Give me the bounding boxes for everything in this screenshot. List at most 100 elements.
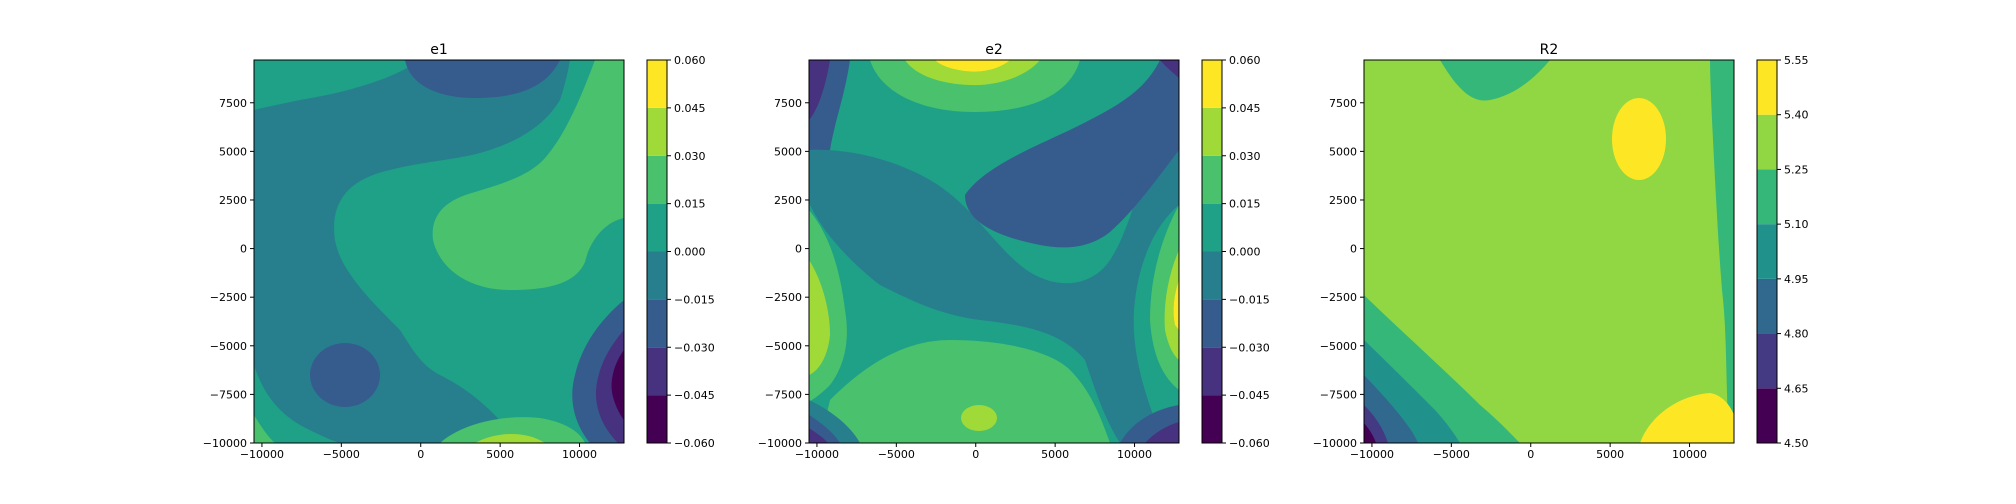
colorbar-band <box>1757 114 1777 170</box>
colorbar-tick-label: −0.045 <box>1229 389 1270 402</box>
y-tick-label: 5000 <box>774 145 802 158</box>
x-tick-label: −5000 <box>1433 448 1470 461</box>
contour-region-right-purple <box>611 350 624 420</box>
colorbar-band <box>647 395 667 443</box>
panel-title-e2: e2 <box>985 42 1003 58</box>
colorbar-tick-label: 0.030 <box>674 150 706 163</box>
colorbar-tick-label: 4.80 <box>1784 328 1809 341</box>
colorbar-tick-label: −0.060 <box>674 437 715 450</box>
y-tick-label: 5000 <box>1329 145 1357 158</box>
colorbar-tick-label: 0.045 <box>674 102 706 115</box>
contour-region-bottom-yellow <box>1640 393 1734 443</box>
panel-e1: e1 −10000 −5000 0 5000 10000 −10000 −7500 −500… <box>203 42 715 461</box>
colorbar-R2: 4.50 4.65 4.80 4.95 5.10 5.25 5.40 5.55 <box>1756 54 1809 450</box>
x-tick-label: −10000 <box>240 448 284 461</box>
colorbar-tick-label: 0.015 <box>674 198 706 211</box>
colorbar-tick-label: −0.015 <box>1229 293 1270 306</box>
contour-region-left-teal <box>254 165 335 443</box>
colorbar-e1: −0.060 −0.045 −0.030 −0.015 0.000 0.015 0.030 0… <box>646 54 715 450</box>
colorbar-band <box>1757 388 1777 443</box>
colorbar-band <box>647 60 667 108</box>
colorbar-band <box>647 155 667 204</box>
contour-region-center-blue <box>965 60 1179 248</box>
x-ticks-e1: −10000 −5000 0 5000 10000 <box>240 443 597 461</box>
contour-region-top-right-blue <box>1160 60 1179 78</box>
contour-field-e2 <box>809 60 1179 443</box>
y-ticks-e2: −10000 −7500 −5000 −2500 0 2500 5000 7500 <box>758 97 809 450</box>
axes-frame-R2 <box>1363 59 1735 444</box>
colorbar-band <box>1202 60 1222 108</box>
contour-region-left-lime <box>809 260 830 375</box>
y-tick-label: 2500 <box>774 194 802 207</box>
colorbar-tick-label: 4.50 <box>1784 437 1809 450</box>
colorbar-band <box>1202 395 1222 443</box>
y-tick-label: 0 <box>240 243 247 256</box>
y-tick-label: −7500 <box>1320 388 1357 401</box>
panel-e2: e2 −10000 −5000 0 5000 10000 −10000 −7500 −500… <box>758 42 1270 461</box>
x-tick-label: 0 <box>1527 448 1534 461</box>
colorbar-tick-label: 4.65 <box>1784 382 1809 395</box>
colorbar-band <box>1757 169 1777 225</box>
contour-region-bottom-left-green <box>254 415 275 443</box>
x-tick-label: −5000 <box>323 448 360 461</box>
colorbar-band <box>1757 278 1777 334</box>
colorbar-tick-label: −0.030 <box>1229 341 1270 354</box>
contour-region-bottom-green <box>440 417 585 443</box>
panel-title-e1: e1 <box>430 42 448 58</box>
y-tick-label: −2500 <box>210 291 247 304</box>
x-ticks-R2: −10000 −5000 0 5000 10000 <box>1350 443 1707 461</box>
y-tick-label: −10000 <box>203 437 247 450</box>
colorbar-band <box>1757 60 1777 115</box>
contour-region-top-teal <box>1440 60 1550 101</box>
x-tick-label: 0 <box>972 448 979 461</box>
y-tick-label: 7500 <box>1329 97 1357 110</box>
contour-region-right-bright <box>460 196 554 260</box>
contour-region-top-lime <box>905 60 1040 86</box>
colorbar-tick-label: 4.95 <box>1784 273 1809 286</box>
contour-region-lower-green <box>820 340 1110 443</box>
y-tick-label: −2500 <box>1320 291 1357 304</box>
x-tick-label: −10000 <box>795 448 839 461</box>
colorbar-band <box>647 107 667 156</box>
colorbar-band <box>1202 299 1222 348</box>
panel-R2: R2 −10000 −5000 0 5000 10000 −10000 −7500 −500… <box>1313 42 1809 461</box>
x-tick-label: −5000 <box>878 448 915 461</box>
colorbar-tick-label: 5.10 <box>1784 218 1809 231</box>
panel-title-R2: R2 <box>1540 42 1559 58</box>
colorbar-band <box>1202 347 1222 396</box>
contour-region-bottom-yellow <box>475 433 545 443</box>
colorbar-tick-label: 5.25 <box>1784 163 1809 176</box>
contour-region-right-yellow <box>1173 280 1179 330</box>
colorbar-tick-label: 0.000 <box>1229 246 1261 259</box>
colorbar-band <box>647 347 667 396</box>
contour-region-middle-teal <box>809 60 1179 443</box>
contour-region-left-indigo <box>809 60 830 120</box>
contour-region-top-blue <box>405 60 560 99</box>
colorbar-tick-label: 0.060 <box>674 54 706 67</box>
contour-region-top-yellow <box>935 60 1010 72</box>
colorbar-band <box>1202 203 1222 252</box>
y-tick-label: −2500 <box>765 291 802 304</box>
y-ticks-e1: −10000 −7500 −5000 −2500 0 2500 5000 7500 <box>203 97 254 450</box>
y-tick-label: 2500 <box>219 194 247 207</box>
y-tick-label: 7500 <box>774 97 802 110</box>
y-ticks-R2: −10000 −7500 −5000 −2500 0 2500 5000 7500 <box>1313 97 1364 450</box>
colorbar-tick-label: 0.060 <box>1229 54 1261 67</box>
colorbar-tick-label: −0.045 <box>674 389 715 402</box>
x-tick-label: −10000 <box>1350 448 1394 461</box>
contour-field-e1 <box>254 60 624 443</box>
y-tick-label: −5000 <box>765 340 802 353</box>
colorbar-tick-label: 0.015 <box>1229 198 1261 211</box>
y-tick-label: −5000 <box>210 340 247 353</box>
axes-frame-e2 <box>808 59 1180 444</box>
y-tick-label: 0 <box>795 243 802 256</box>
contour-region-bottom-right-indigo <box>1145 422 1179 443</box>
x-tick-label: 0 <box>417 448 424 461</box>
colorbar-tick-label: −0.015 <box>674 293 715 306</box>
y-tick-label: 2500 <box>1329 194 1357 207</box>
colorbar-frame <box>1756 59 1778 444</box>
contour-region-bottom-left-purple <box>1364 423 1376 443</box>
colorbar-tick-label: 0.045 <box>1229 102 1261 115</box>
y-tick-label: 7500 <box>219 97 247 110</box>
